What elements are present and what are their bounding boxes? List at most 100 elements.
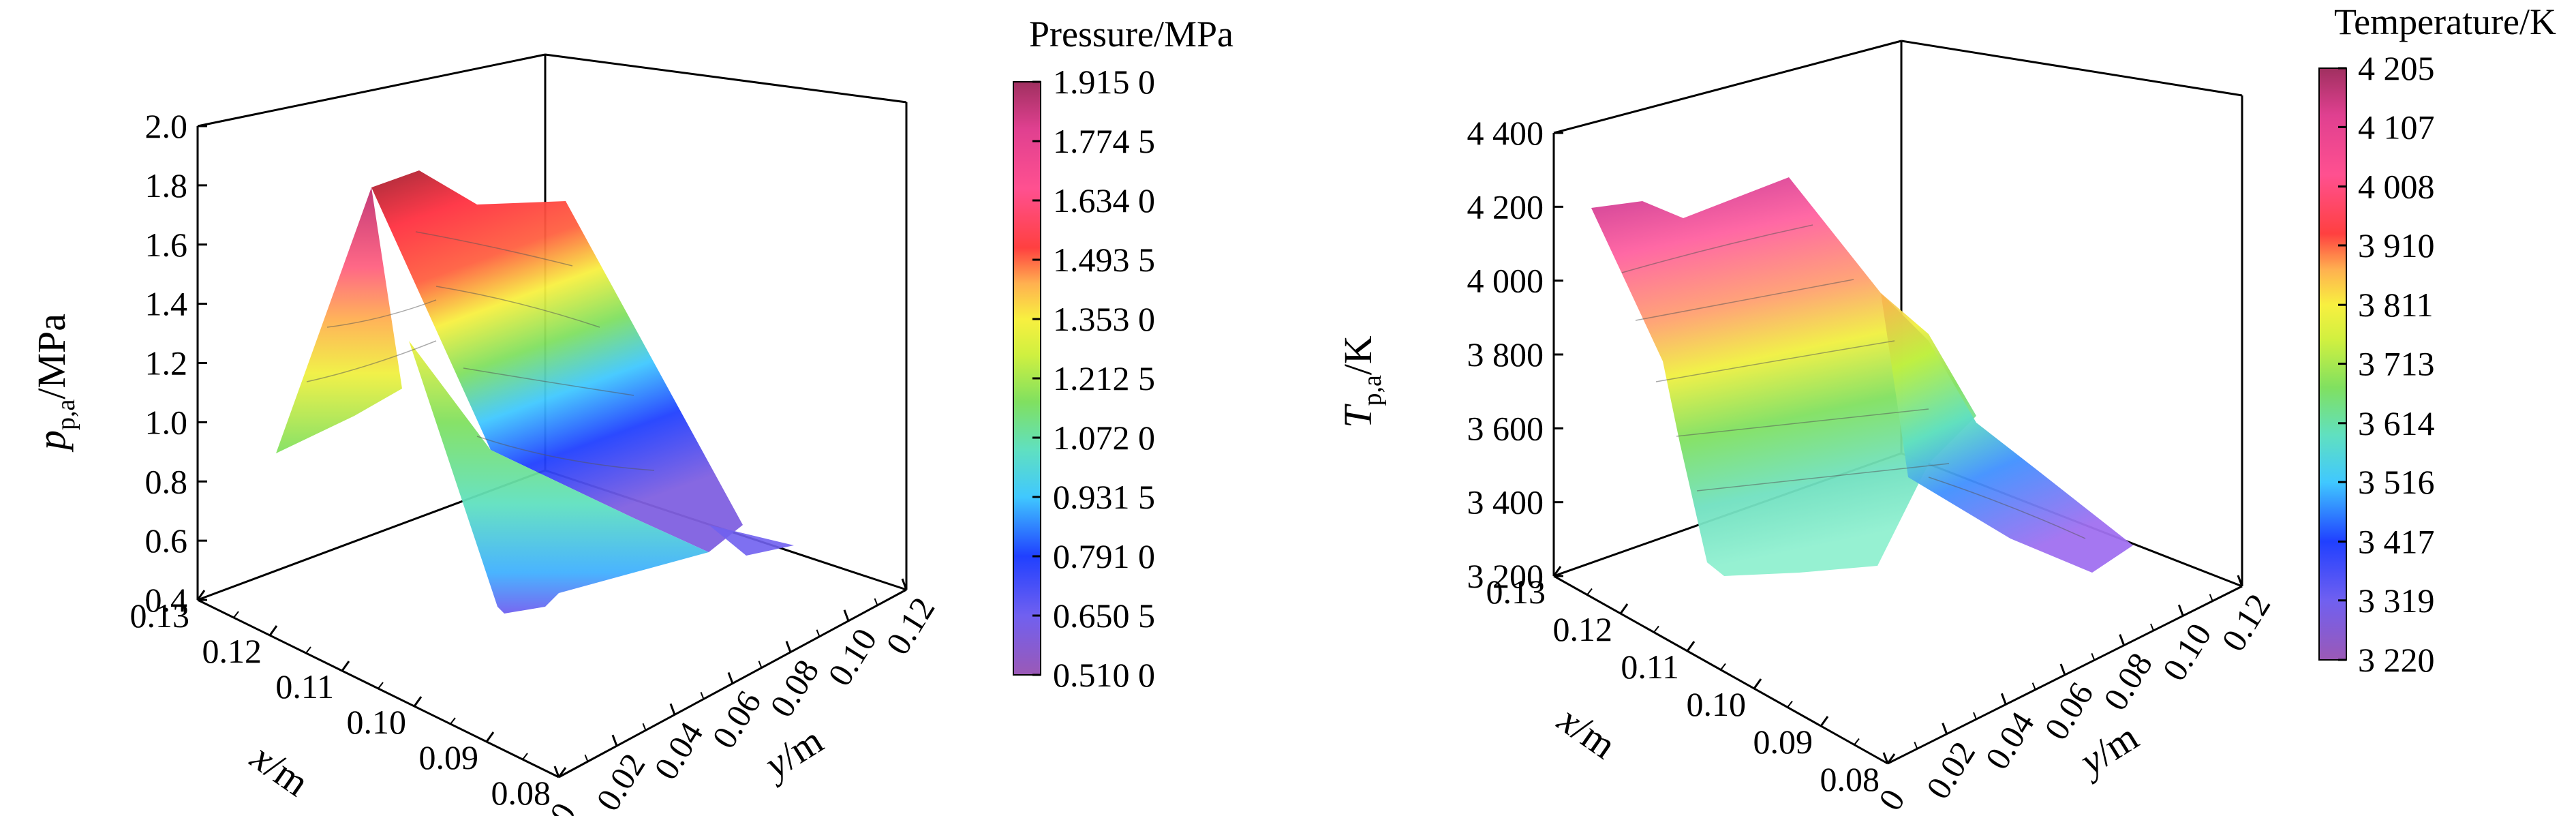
x-tick-mark (1619, 603, 1629, 614)
y-tick-label: 0.10 (2155, 616, 2219, 687)
y-tick-label: 0 (1871, 783, 1912, 816)
x-tick-label: 0.11 (275, 667, 334, 706)
temperature-panel: 4 400 4 200 4 000 3 800 3 600 3 400 3 200 0.13… (1336, 1, 2556, 816)
pressure-x-axis-label: x/m (243, 734, 317, 805)
y-tick-mark (901, 578, 908, 590)
z-tick-label: 1.6 (145, 226, 188, 264)
y-minor-tick (2209, 594, 2213, 602)
x-tick-mark (196, 590, 206, 601)
z-tick-label: 3 800 (1467, 335, 1544, 374)
x-minor-tick (450, 717, 456, 725)
pressure-surface-front-face (409, 341, 709, 614)
pressure-surface-left-face (276, 187, 402, 453)
y-minor-tick (816, 629, 821, 637)
y-tick-label: 0.04 (1978, 705, 2042, 776)
x-minor-tick (378, 682, 384, 689)
temperature-surface-right-face (1881, 293, 2133, 573)
z-tick-label: 3 600 (1467, 409, 1544, 447)
colorbar-label: 4 008 (2358, 168, 2435, 206)
y-tick-mark (553, 766, 560, 778)
colorbar-label: 1.915 0 (1053, 63, 1155, 101)
y-tick-label: 0.12 (878, 590, 942, 661)
colorbar-label: 3 319 (2358, 581, 2435, 620)
pressure-colorbar: Pressure/MPa 1.915 0 1.774 5 1.634 0 1.493 … (1013, 14, 1233, 694)
x-tick-label: 0.08 (1820, 760, 1880, 798)
x-tick-label: 0.10 (1687, 685, 1747, 723)
temperature-z-axis-label: Tp,a/K (1336, 335, 1387, 428)
y-minor-tick (700, 692, 705, 699)
x-minor-tick (1787, 700, 1793, 708)
temperature-y-ticks: 0 0.020.040.060.080.100.12 (1871, 575, 2278, 816)
z-tick-label: 1.0 (145, 403, 188, 441)
x-tick-mark (557, 767, 567, 778)
colorbar-label: 3 516 (2358, 463, 2435, 501)
pressure-y-ticks: 0 0.020.040.060.080.100.12 (542, 578, 942, 816)
y-minor-tick (2091, 652, 2096, 661)
y-tick-mark (2000, 693, 2007, 705)
z-tick-label: 0.4 (145, 581, 188, 619)
y-minor-tick (758, 661, 763, 668)
pressure-surface (276, 170, 794, 614)
y-tick-label: 0.08 (763, 653, 827, 724)
colorbar-label: 3 614 (2358, 404, 2435, 442)
z-tick-label: 3 400 (1467, 483, 1544, 522)
y-minor-tick (2031, 682, 2036, 691)
y-tick-label: 0.04 (647, 715, 711, 786)
pressure-y-axis-label: y/m (754, 718, 830, 789)
y-tick-label: 0.06 (705, 684, 769, 755)
pressure-z-ticks: 2.0 1.8 1.6 1.4 1.2 1.0 0.8 0.6 0.4 (145, 107, 207, 619)
y-minor-tick (1914, 741, 1918, 749)
z-tick-label: 2.0 (145, 107, 188, 145)
y-tick-mark (1942, 723, 1948, 735)
temperature-surface (1591, 177, 2133, 576)
x-tick-label: 0.08 (491, 774, 551, 812)
z-tick-label: 4 200 (1467, 187, 1544, 226)
y-minor-tick (642, 723, 647, 731)
temperature-z-ticks: 4 400 4 200 4 000 3 800 3 600 3 400 3 200 (1467, 114, 1563, 595)
y-tick-mark (843, 609, 850, 622)
colorbar-label: 0.650 5 (1053, 596, 1155, 635)
x-minor-tick (305, 646, 311, 654)
temperature-x-axis-label: x/m (1550, 697, 1624, 768)
pressure-colorbar-labels: 1.915 0 1.774 5 1.634 0 1.493 5 1.353 0 1.212… (1032, 63, 1155, 694)
z-tick-label: 0.8 (145, 462, 188, 500)
pressure-surface-main-face (371, 170, 743, 552)
pressure-x-ticks: 0.13 0.12 0.11 0.10 0.09 0.08 (130, 590, 567, 812)
x-tick-mark (269, 625, 278, 636)
x-tick-label: 0.09 (1753, 723, 1813, 761)
y-tick-label: 0.10 (821, 622, 885, 693)
y-tick-mark (2059, 663, 2066, 676)
x-tick-label: 0.09 (419, 738, 479, 776)
x-minor-tick (1653, 625, 1659, 633)
x-minor-tick (1720, 663, 1726, 671)
x-tick-label: 0.12 (1553, 610, 1613, 648)
temperature-surface-main-face (1591, 177, 1976, 576)
z-tick-label: 4 400 (1467, 114, 1544, 152)
x-minor-tick (522, 753, 528, 760)
x-tick-mark (485, 731, 495, 742)
x-tick-label: 0.13 (1486, 573, 1546, 611)
pressure-surface-tail (709, 525, 794, 556)
colorbar-label: 1.212 5 (1053, 359, 1155, 397)
pressure-panel: 2.0 1.8 1.6 1.4 1.2 1.0 0.8 0.6 0.4 0.13 0.12 0.11… (29, 14, 1233, 816)
temperature-colorbar-title: Temperature/K (2334, 1, 2556, 42)
pressure-colorbar-title: Pressure/MPa (1029, 14, 1233, 55)
colorbar-label: 1.353 0 (1053, 300, 1155, 338)
z-tick-label: 1.4 (145, 285, 188, 323)
colorbar-label: 0.791 0 (1053, 537, 1155, 575)
x-minor-tick (1586, 588, 1593, 596)
y-minor-tick (1973, 712, 1977, 720)
colorbar-label: 3 910 (2358, 226, 2435, 265)
temperature-x-ticks: 0.130.120.110.100.090.08 (1486, 566, 1896, 798)
z-tick-label: 4 000 (1467, 262, 1544, 300)
x-tick-label: 0.11 (1621, 648, 1679, 686)
y-minor-tick (874, 598, 878, 606)
y-minor-tick (2150, 623, 2154, 631)
colorbar-label: 1.072 0 (1053, 419, 1155, 457)
colorbar-label: 0.510 0 (1053, 656, 1155, 694)
y-tick-mark (1882, 752, 1889, 764)
colorbar-label: 0.931 5 (1053, 478, 1155, 516)
x-tick-mark (1753, 678, 1762, 689)
colorbar-label: 3 220 (2358, 641, 2435, 679)
